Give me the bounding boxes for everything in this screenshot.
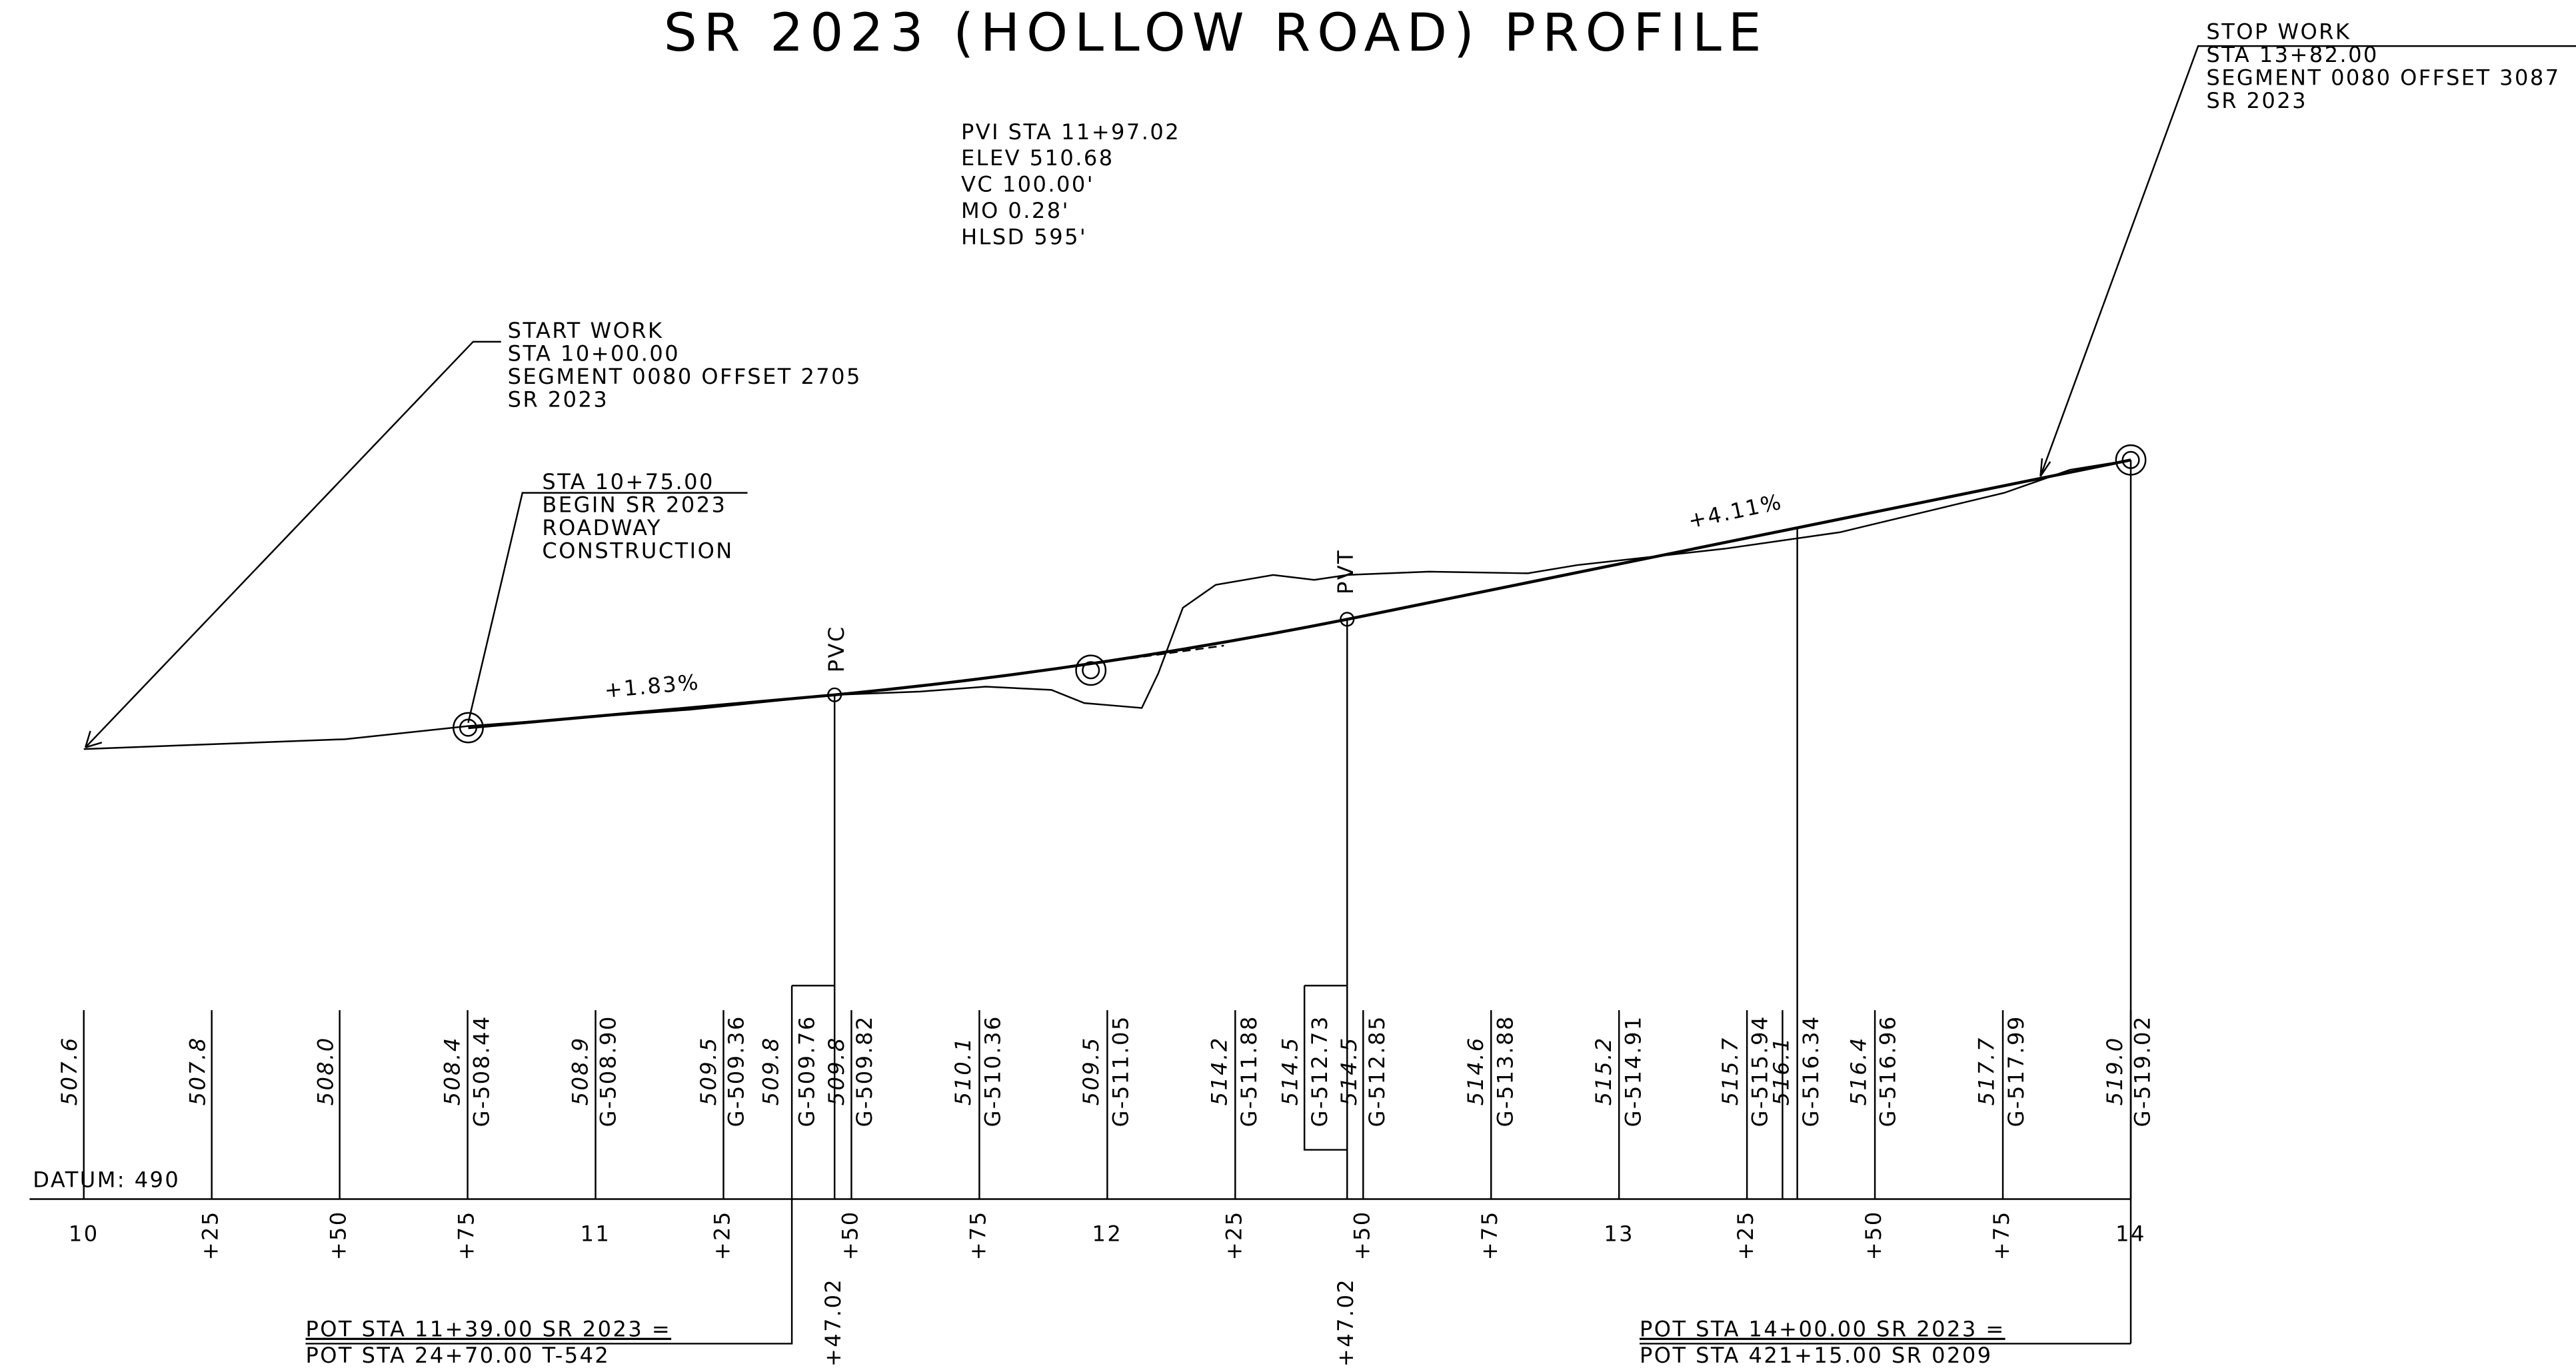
begin-construction: CONSTRUCTION [542, 538, 733, 563]
stop-work: STA 13+82.00 [2206, 42, 2378, 67]
pvc-station: +47.02 [820, 1278, 846, 1367]
stop-work: SR 2023 [2206, 88, 2307, 113]
elevation-label: G-510.36 [980, 1015, 1005, 1127]
elevation-label: G-514.91 [1621, 1015, 1646, 1127]
station-label: +50 [1861, 1210, 1886, 1260]
pvi-note: PVI STA 11+97.02 [961, 119, 1180, 145]
station-label: +25 [198, 1210, 223, 1260]
station-label: +50 [1349, 1210, 1374, 1260]
elevation-label: G-512.85 [1364, 1015, 1390, 1127]
station-label: +75 [965, 1210, 990, 1260]
elevation-label: 510.1 [950, 1036, 976, 1105]
pot-note: POT STA 24+70.00 T-542 [305, 1343, 610, 1368]
start-work: START WORK [508, 318, 664, 343]
elevation-label: G-511.88 [1236, 1015, 1262, 1127]
elevation-label: 514.5 [1336, 1036, 1362, 1105]
elevation-label: 508.9 [568, 1036, 593, 1105]
stop-work: SEGMENT 0080 OFFSET 3087 [2206, 65, 2560, 90]
start-work: SEGMENT 0080 OFFSET 2705 [508, 364, 862, 389]
begin-construction: ROADWAY [542, 515, 662, 540]
arrow [84, 730, 103, 748]
pot-note: POT STA 11+39.00 SR 2023 = [305, 1317, 671, 1342]
title: SR 2023 (HOLLOW ROAD) PROFILE [664, 2, 1768, 63]
elevation-label: G-516.34 [1798, 1015, 1824, 1127]
start-work: SR 2023 [508, 387, 609, 412]
pvi [1075, 654, 1107, 686]
existing-ground [83, 459, 2131, 750]
station-label: +75 [1477, 1210, 1502, 1260]
elevation-label: G-508.90 [595, 1015, 621, 1127]
pvt-label: PVT [1333, 549, 1358, 594]
elevation-label: G-509.76 [794, 1015, 820, 1127]
begin-construction: BEGIN SR 2023 [542, 492, 726, 517]
elevation-label: G-509.36 [724, 1015, 749, 1127]
leader [85, 341, 501, 748]
pvi-note: ELEV 510.68 [961, 145, 1114, 171]
elevation-label: G-508.44 [469, 1015, 495, 1127]
point [453, 712, 484, 744]
station-label: 14 [2115, 1221, 2146, 1247]
elevation-label: G-511.05 [1108, 1015, 1134, 1127]
pvt-station: +47.02 [1333, 1278, 1358, 1367]
elevation-label: G-512.73 [1307, 1015, 1332, 1127]
station-label: +75 [1989, 1210, 2014, 1260]
station-label: +25 [709, 1210, 734, 1260]
elevation-label: G-519.02 [2130, 1015, 2155, 1127]
elevation-label: G-516.96 [1876, 1015, 1901, 1127]
station-label: 13 [1604, 1221, 1634, 1247]
station-label: 11 [581, 1221, 611, 1247]
elevation-label: 516.4 [1846, 1036, 1871, 1105]
elevation-label: 514.6 [1463, 1036, 1488, 1105]
pvi-note: VC 100.00' [961, 172, 1094, 197]
elevation-label: 514.2 [1206, 1036, 1232, 1105]
leader [2039, 45, 2576, 477]
pot-leader [305, 984, 835, 1345]
leader [467, 492, 748, 723]
arrow [2039, 458, 2051, 477]
elevation-label: 509.8 [758, 1036, 784, 1105]
begin-construction: STA 10+75.00 [542, 469, 714, 494]
datum: DATUM: 490 [33, 1167, 180, 1192]
elevation-label: 515.7 [1718, 1036, 1743, 1105]
elevation-label: 516.1 [1768, 1036, 1794, 1105]
pvi [1082, 661, 1100, 680]
tangent [960, 644, 1224, 683]
pot-note: POT STA 14+00.00 SR 2023 = [1640, 1317, 2005, 1342]
pot-note: POT STA 421+15.00 SR 0209 [1640, 1343, 1993, 1368]
elevation-label: 508.0 [313, 1036, 339, 1105]
elevation-label: G-517.99 [2003, 1015, 2029, 1127]
pvi-note: HLSD 595' [961, 225, 1087, 250]
bracket [1303, 984, 1348, 1151]
elevation-label: 508.4 [439, 1036, 465, 1105]
start-work: STA 10+00.00 [508, 341, 680, 366]
station-label: +25 [1221, 1210, 1246, 1260]
elevation-label: 509.5 [1078, 1036, 1104, 1105]
elevation-label: G-515.94 [1747, 1015, 1772, 1127]
elevation-label: G-513.88 [1492, 1015, 1518, 1127]
station-label: 10 [69, 1221, 99, 1247]
elevation-label: 509.5 [696, 1036, 721, 1105]
station-label: +75 [454, 1210, 479, 1260]
grade-label: +1.83% [603, 669, 700, 702]
elevation-label: 517.7 [1974, 1036, 1999, 1105]
elevation-label: G-509.82 [852, 1015, 877, 1127]
elevation-label: 519.0 [2102, 1036, 2127, 1105]
proposed-grade [468, 458, 2131, 730]
pvi-note: MO 0.28' [961, 198, 1070, 223]
elevation-label: 507.6 [57, 1036, 82, 1105]
elevation-label: 509.8 [824, 1036, 849, 1105]
grade-label: +4.11% [1686, 489, 1785, 534]
elevation-label: 514.5 [1277, 1036, 1302, 1105]
stop-work: STOP WORK [2206, 19, 2351, 44]
station-label: +50 [837, 1210, 862, 1260]
pvc-label: PVC [824, 625, 849, 672]
station-label: 12 [1092, 1221, 1123, 1247]
elevation-label: 515.2 [1591, 1036, 1616, 1105]
elevation-label: 507.8 [185, 1036, 210, 1105]
station-label: +50 [326, 1210, 351, 1260]
station-label: +25 [1733, 1210, 1758, 1260]
